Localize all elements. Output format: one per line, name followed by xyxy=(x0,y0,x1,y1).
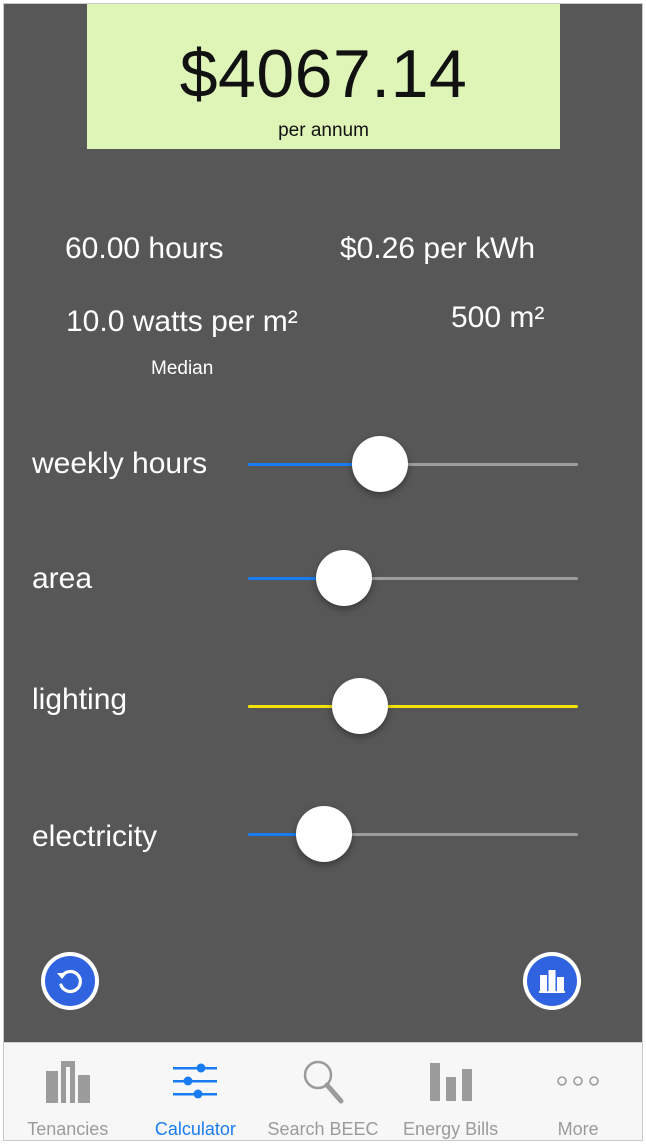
tab-label: Search BEEC xyxy=(267,1119,379,1139)
slider-label-area: area xyxy=(32,562,93,595)
building-icon xyxy=(539,970,565,993)
more-icon xyxy=(557,1076,599,1086)
refresh-icon xyxy=(57,969,82,994)
slider-fill xyxy=(248,577,344,580)
tab-calculator[interactable]: Calculator xyxy=(132,1043,260,1140)
tab-energy-bills[interactable]: Energy Bills xyxy=(387,1043,515,1140)
slider-label-weekly-hours: weekly hours xyxy=(32,447,208,480)
annual-cost-panel: $4067.14 per annum xyxy=(87,4,560,149)
bar-chart-icon xyxy=(429,1063,472,1101)
reset-button[interactable] xyxy=(41,952,99,1010)
slider-thumb[interactable] xyxy=(352,436,408,492)
slider-label-lighting: lighting xyxy=(32,683,128,716)
slider-thumb[interactable] xyxy=(332,678,389,734)
slider-fill xyxy=(248,463,380,466)
annual-cost-period: per annum xyxy=(278,120,369,141)
search-icon xyxy=(303,1060,344,1104)
electricity-rate-readout: $0.26 per kWh xyxy=(340,232,536,265)
area-readout: 500 m² xyxy=(451,301,545,334)
area-slider[interactable] xyxy=(248,550,578,606)
weekly-hours-slider[interactable] xyxy=(248,436,578,492)
tab-label: More xyxy=(557,1119,599,1139)
tab-label: Energy Bills xyxy=(403,1119,499,1139)
lighting-readout: 10.0 watts per m² xyxy=(66,305,298,338)
electricity-slider[interactable] xyxy=(248,806,578,862)
tab-label: Tenancies xyxy=(27,1119,109,1139)
tab-label: Calculator xyxy=(154,1119,236,1139)
tab-search-beec[interactable]: Search BEEC xyxy=(259,1043,387,1140)
tab-more[interactable]: More xyxy=(514,1043,642,1140)
sliders-icon xyxy=(173,1063,218,1099)
slider-label-electricity: electricity xyxy=(32,820,158,853)
annual-cost-value: $4067.14 xyxy=(179,36,468,112)
lighting-benchmark-note: Median xyxy=(151,358,214,379)
slider-thumb[interactable] xyxy=(315,550,372,606)
slider-thumb[interactable] xyxy=(295,806,352,862)
calculator-screen: $4067.14 per annum 60.00 hours $0.26 per… xyxy=(3,3,643,1141)
slider-fill xyxy=(248,705,361,708)
tab-bar: Tenancies Calculator xyxy=(4,1042,642,1140)
lighting-slider[interactable] xyxy=(248,678,578,734)
slider-fill xyxy=(248,833,324,836)
hours-readout: 60.00 hours xyxy=(65,232,224,265)
tab-tenancies[interactable]: Tenancies xyxy=(4,1043,132,1140)
building-button[interactable] xyxy=(523,952,581,1010)
building-icon xyxy=(45,1061,90,1103)
